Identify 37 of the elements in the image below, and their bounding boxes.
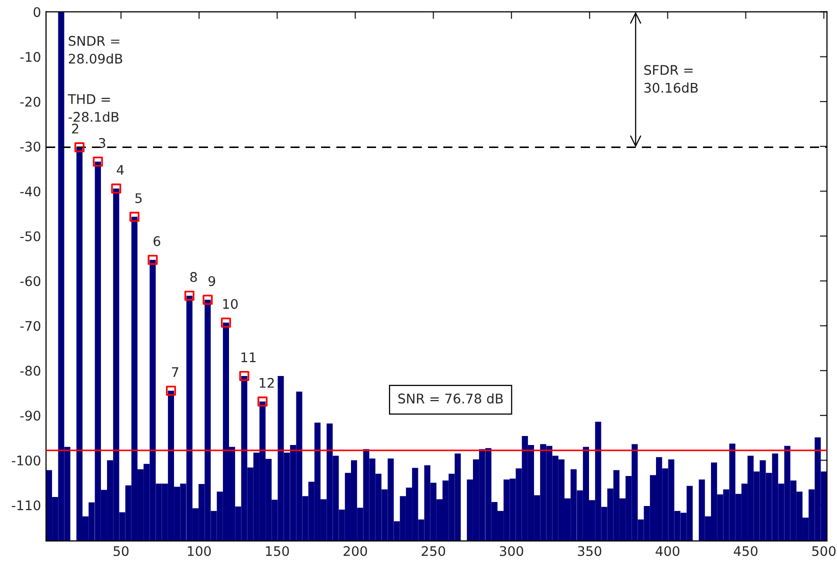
x-tick-label: 200 (344, 546, 367, 556)
annotation: SFDR = 30.16dB (644, 65, 698, 93)
x-tick-label: 100 (188, 546, 211, 556)
x-tick-label: 400 (656, 546, 680, 556)
x-tick-label: 500 (812, 546, 836, 556)
annotation: 10 (223, 298, 238, 309)
annotation: 7 (172, 367, 178, 377)
x-tick-label: 150 (266, 546, 289, 556)
y-tick-label: -100 (12, 455, 40, 466)
x-tick-label: 250 (422, 546, 446, 556)
y-tick-label: -50 (20, 231, 40, 242)
y-tick-label: -60 (20, 276, 40, 286)
y-tick-label: -80 (20, 366, 40, 376)
y-tick-label: -40 (20, 186, 40, 196)
y-tick-label: 0 (34, 7, 40, 18)
annotation: 4 (116, 165, 124, 175)
annotation: SNR = 76.78 dB (398, 393, 503, 404)
annotation: THD = -28.1dB (68, 94, 119, 122)
annotation: 5 (135, 193, 142, 204)
y-tick-label: -10 (20, 52, 40, 62)
annotation: 3 (98, 138, 106, 148)
y-tick-label: -110 (12, 500, 40, 510)
x-tick-label: 50 (114, 546, 129, 556)
y-tick-label: -90 (20, 410, 40, 421)
annotation: SNDR = 28.09dB (68, 36, 122, 64)
annotation: 11 (241, 352, 256, 362)
x-tick-label: 300 (500, 546, 524, 556)
y-tick-label: -20 (20, 96, 40, 107)
annotation: 8 (190, 272, 197, 282)
x-tick-label: 350 (578, 546, 602, 556)
annotation: 2 (72, 124, 78, 134)
annotation: 12 (260, 378, 274, 388)
annotation: 6 (154, 236, 160, 246)
y-tick-label: -70 (20, 320, 40, 331)
x-tick-label: 450 (734, 546, 758, 556)
y-tick-label: -30 (20, 142, 40, 152)
annotation: 9 (208, 276, 216, 286)
